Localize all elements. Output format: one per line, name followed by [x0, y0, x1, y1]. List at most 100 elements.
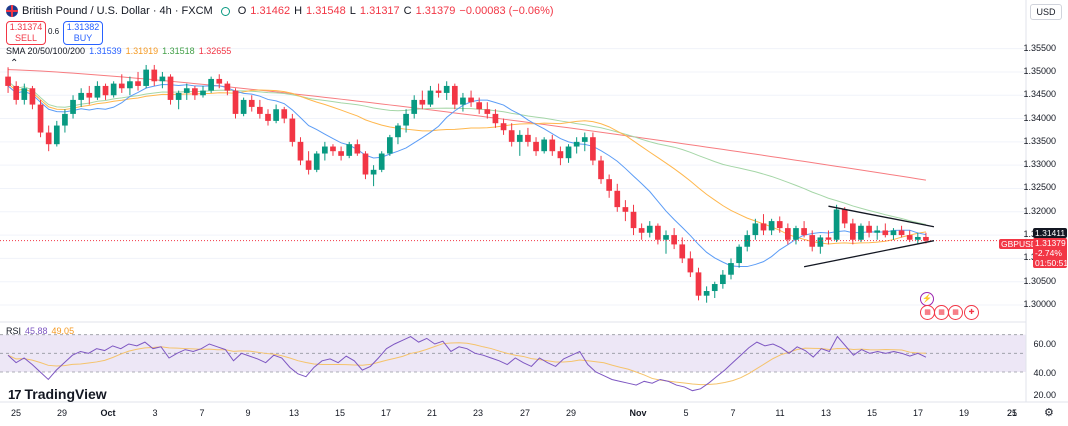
- candle-down: [451, 85, 458, 105]
- gb-flag-icon[interactable]: ✚: [964, 305, 979, 320]
- candle-down: [151, 69, 158, 82]
- candle-down: [508, 130, 515, 142]
- settings-gear-icon[interactable]: ⚙: [1044, 407, 1054, 419]
- time-axis-label: 15: [866, 408, 878, 418]
- time-axis-label: 29: [56, 408, 68, 418]
- candle-down: [557, 151, 564, 159]
- candle-down: [248, 99, 255, 107]
- candle-down: [533, 141, 539, 152]
- candle-down: [866, 225, 872, 233]
- candle-up: [143, 69, 149, 86]
- time-axis-label: 7: [199, 408, 205, 418]
- price-axis-label: 1.35500: [1023, 42, 1056, 53]
- change-pct: -2.74%: [1035, 248, 1062, 258]
- sell-button[interactable]: 1.31374 SELL: [6, 21, 46, 45]
- buy-price: 1.31382: [66, 22, 100, 32]
- gbp-flag-icon: [6, 5, 18, 17]
- candle-down: [638, 228, 645, 233]
- candle-up: [565, 146, 572, 159]
- time-axis-label: 21: [426, 408, 438, 418]
- time-axis-label: 27: [519, 408, 531, 418]
- candle-down: [265, 113, 271, 121]
- candle-down: [86, 92, 93, 98]
- candle-down: [598, 160, 604, 180]
- time-axis-label: 25: [10, 408, 22, 418]
- collapse-chevron-icon[interactable]: ⌃: [10, 58, 19, 69]
- triangle-pattern: [803, 205, 935, 268]
- tv-mark-icon: 17: [8, 386, 22, 402]
- candle-up: [378, 153, 385, 170]
- sma-100-value: 1.31518: [162, 46, 195, 56]
- time-axis-label: 7: [730, 408, 736, 418]
- price-axis-label: 1.33500: [1023, 135, 1056, 146]
- symbol-title[interactable]: British Pound / U.S. Dollar · 4h · FXCM: [22, 5, 213, 17]
- time-axis-label: 3: [152, 408, 158, 418]
- us-flag-icon[interactable]: ▦: [934, 305, 949, 320]
- candle-up: [411, 99, 418, 114]
- candle-down: [622, 207, 629, 212]
- candle-up: [858, 225, 864, 240]
- sell-price: 1.31374: [9, 22, 43, 32]
- candle-down: [590, 137, 596, 161]
- candle-down: [614, 190, 621, 208]
- candle-down: [29, 88, 36, 105]
- currency-button[interactable]: USD: [1030, 4, 1062, 20]
- candle-down: [484, 109, 491, 114]
- low-value: 1.31317: [359, 5, 400, 17]
- candle-down: [192, 88, 198, 96]
- candle-down: [338, 151, 344, 156]
- candle-down: [898, 230, 905, 236]
- candle-down: [224, 83, 231, 91]
- candle-down: [297, 141, 304, 161]
- lightning-icon[interactable]: ⚡: [920, 292, 934, 306]
- candle-up: [159, 76, 166, 82]
- candle-up: [322, 146, 328, 154]
- candle-up: [313, 153, 320, 170]
- price-axis-label: 1.32000: [1023, 205, 1056, 216]
- candle-up: [183, 88, 190, 93]
- sma-legend[interactable]: SMA 20/50/100/200 1.31539 1.31919 1.3151…: [6, 46, 231, 56]
- candle-up: [817, 237, 824, 247]
- tradingview-logo[interactable]: 17 TradingView: [8, 386, 107, 402]
- candle-up: [21, 88, 28, 100]
- us-flag-icon[interactable]: ▦: [948, 305, 963, 320]
- rsi-legend[interactable]: RSI 45.88 49.05: [6, 326, 74, 336]
- candle-up: [175, 92, 182, 100]
- candle-down: [606, 179, 612, 191]
- time-axis-label: 17: [380, 408, 392, 418]
- candle-up: [70, 99, 76, 114]
- close-value: 1.31379: [415, 5, 456, 17]
- candle-down: [671, 235, 677, 245]
- time-axis-label: 19: [958, 408, 970, 418]
- candle-down: [362, 153, 369, 175]
- sma-20-value: 1.31539: [89, 46, 122, 56]
- sma-50-value: 1.31919: [125, 46, 159, 56]
- time-axis-label: 29: [565, 408, 577, 418]
- us-flag-icon[interactable]: ▦: [920, 305, 935, 320]
- candle-up: [703, 291, 710, 296]
- candle-up: [516, 134, 523, 142]
- market-open-dot: [220, 6, 230, 16]
- low-label: L: [349, 5, 356, 17]
- sma-100-path: [7, 80, 927, 225]
- candle-up: [127, 81, 133, 89]
- candle-up: [890, 230, 897, 236]
- sma-20-line: [7, 84, 927, 268]
- triangle-upper-line: [828, 205, 935, 228]
- candle-down: [13, 85, 20, 100]
- countdown: 01:50:51: [1035, 258, 1068, 268]
- candle-down: [419, 99, 426, 105]
- candle-up: [573, 141, 580, 147]
- buy-button[interactable]: 1.31382 BUY: [63, 21, 103, 45]
- change-value: −0.00083 (−0.06%): [459, 5, 554, 17]
- candle-down: [330, 146, 336, 152]
- axes-layer: [0, 0, 1068, 403]
- candle-down: [257, 106, 263, 114]
- candle-up: [874, 230, 881, 233]
- sell-label: SELL: [14, 33, 38, 43]
- candle-up: [914, 236, 921, 240]
- time-axis-label: 13: [820, 408, 832, 418]
- sma-50-line: [7, 83, 927, 245]
- time-axis-label: 11: [775, 408, 785, 418]
